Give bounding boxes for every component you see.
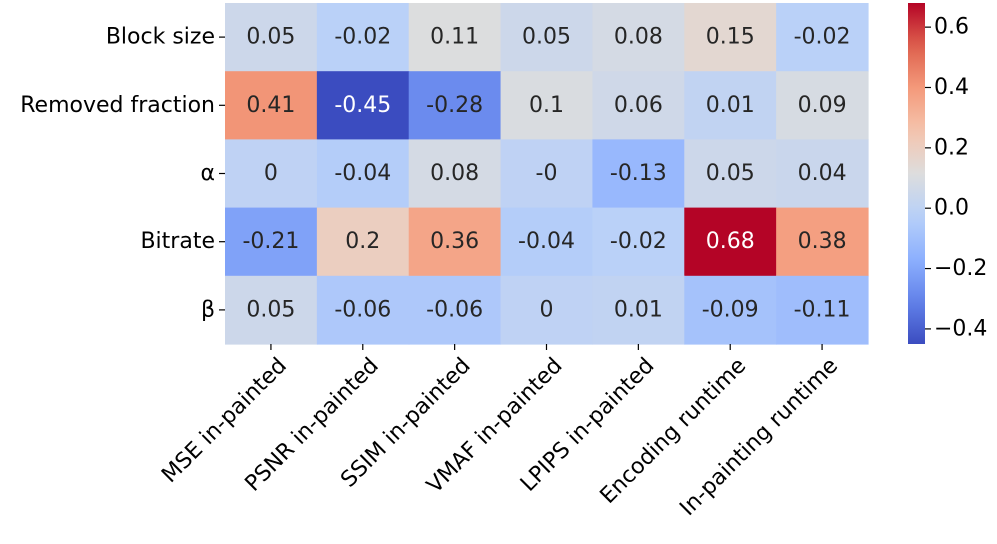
column-label: In-painting runtime — [675, 353, 843, 521]
heatmap-cell — [776, 207, 869, 277]
heatmap-cell — [225, 207, 318, 277]
cell-value-label: 0.05 — [706, 161, 755, 186]
cell-value-label: 0.05 — [246, 25, 295, 50]
cell-value-label: 0 — [540, 297, 554, 322]
heatmap-cell — [316, 139, 410, 209]
cell-value-label: -0 — [536, 161, 558, 186]
heatmap-cell — [500, 71, 594, 140]
cell-value-label: -0.02 — [794, 25, 851, 50]
cell-value-label: 0.01 — [614, 297, 663, 322]
heatmap-cell — [316, 275, 410, 345]
cell-value-label: 0.41 — [246, 93, 295, 118]
heatmap-cell — [500, 207, 594, 277]
cell-value-label: -0.11 — [794, 297, 851, 322]
heatmap-cell — [408, 207, 502, 277]
colorbar-tick-label: 0.0 — [934, 196, 969, 221]
heatmap-cell — [408, 139, 502, 209]
cell-value-label: 0.05 — [246, 297, 295, 322]
heatmap-cell — [684, 3, 777, 72]
heatmap-cell — [316, 71, 410, 140]
heatmap-cell — [225, 3, 318, 72]
colorbar-tick-label: 0.4 — [934, 75, 969, 100]
heatmap-cell — [684, 139, 777, 209]
cell-value-label: 0.38 — [798, 229, 847, 254]
cell-value-label: 0.1 — [529, 93, 564, 118]
cell-value-label: -0.06 — [426, 297, 483, 322]
heatmap-cell-labels: 0.05 -0.02 0.11 0.05 0.08 0.15 -0.02 0.41 -0.45 -… — [242, 25, 850, 323]
cell-value-label: 0.2 — [345, 229, 380, 254]
heatmap-cell — [408, 275, 502, 345]
heatmap-cell — [592, 3, 685, 72]
cell-value-label: 0.09 — [798, 93, 847, 118]
heatmap-cell — [776, 3, 869, 72]
cell-value-label: 0.68 — [706, 229, 755, 254]
heatmap-cell — [500, 3, 594, 72]
cell-value-label: 0.11 — [430, 25, 479, 50]
heatmap-cell — [776, 71, 869, 140]
row-label: Bitrate — [140, 229, 215, 254]
heatmap-cell — [500, 275, 594, 345]
row-label: Removed fraction — [20, 93, 215, 118]
cell-value-label: 0.01 — [706, 93, 755, 118]
cell-value-label: 0.15 — [706, 25, 755, 50]
heatmap-cell — [316, 3, 410, 72]
cell-value-label: 0.36 — [430, 229, 479, 254]
colorbar-tick-label: −0.4 — [934, 316, 987, 341]
cell-value-label: -0.28 — [426, 93, 483, 118]
cell-value-label: -0.04 — [334, 161, 391, 186]
heatmap-cell — [684, 275, 777, 345]
colorbar-tick-label: −0.2 — [934, 256, 987, 281]
heatmap-cell — [592, 207, 685, 277]
colorbar-tick-label: 0.2 — [934, 135, 969, 160]
heatmap-cell — [225, 275, 318, 345]
cell-value-label: 0.06 — [614, 93, 663, 118]
cell-value-label: -0.13 — [610, 161, 667, 186]
cell-value-label: -0.45 — [334, 93, 391, 118]
heatmap-cell — [592, 139, 685, 209]
colorbar-tick-label: 0.6 — [934, 15, 969, 40]
heatmap-cell — [684, 71, 777, 140]
colorbar: −0.4 −0.2 0.0 0.2 0.4 0.6 — [908, 3, 987, 344]
heatmap-cell — [592, 71, 685, 140]
cell-value-label: -0.02 — [334, 25, 391, 50]
cell-value-label: 0.08 — [614, 25, 663, 50]
cell-value-label: -0.04 — [518, 229, 575, 254]
row-axis: Block size Removed fraction α Bitrate β — [20, 25, 225, 322]
row-label: Block size — [106, 25, 215, 50]
heatmap-cell — [500, 139, 594, 209]
cell-value-label: 0.04 — [798, 161, 847, 186]
row-label: β — [201, 297, 215, 322]
cell-value-label: 0.05 — [522, 25, 571, 50]
heatmap-cell — [225, 139, 318, 209]
cell-value-label: -0.06 — [334, 297, 391, 322]
cell-value-label: 0 — [264, 161, 278, 186]
heatmap-cell — [408, 71, 502, 140]
heatmap-cell — [225, 71, 318, 140]
cell-value-label: -0.02 — [610, 229, 667, 254]
heatmap-cell — [592, 275, 685, 345]
heatmap-cell — [776, 275, 869, 345]
heatmap-cells — [225, 3, 869, 345]
colorbar-gradient — [908, 3, 925, 344]
heatmap-cell — [408, 3, 502, 72]
cell-value-label: 0.08 — [430, 161, 479, 186]
row-label: α — [200, 161, 215, 186]
heatmap-cell — [684, 207, 777, 277]
heatmap-cell — [316, 207, 410, 277]
heatmap-cell — [776, 139, 869, 209]
cell-value-label: -0.21 — [242, 229, 299, 254]
cell-value-label: -0.09 — [702, 297, 759, 322]
